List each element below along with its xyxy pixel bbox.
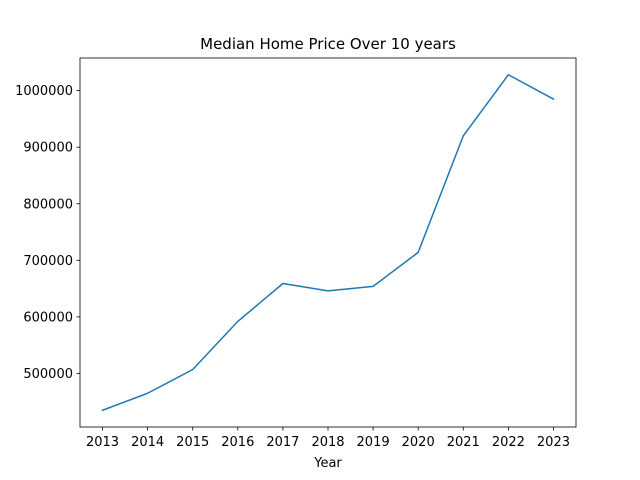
y-axis: 500000 600000 700000 800000 900000 1000000 (15, 84, 80, 382)
x-tick-label: 2020 (402, 435, 435, 450)
y-tick-label: 700000 (23, 254, 73, 269)
x-tick-label: 2023 (537, 435, 570, 450)
y-tick-label: 1000000 (15, 84, 73, 99)
y-tick-label: 500000 (23, 367, 73, 382)
x-tick-label: 2019 (357, 435, 390, 450)
x-tick-label: 2014 (131, 435, 164, 450)
plot-area-frame (79, 57, 577, 428)
x-tick-label: 2021 (447, 435, 480, 450)
x-tick-label: 2013 (86, 435, 119, 450)
x-axis: 2013 2014 2015 2016 2017 2018 2019 2020 2021 2022… (86, 427, 570, 450)
series-line-median-price (101, 74, 555, 412)
y-tick-label: 800000 (23, 197, 73, 212)
y-tick-label: 600000 (23, 310, 73, 325)
x-tick-label: 2016 (221, 435, 254, 450)
x-tick-label: 2017 (266, 435, 299, 450)
x-tick-label: 2018 (311, 435, 344, 450)
x-axis-label: Year (313, 456, 342, 471)
x-tick-label: 2015 (176, 435, 209, 450)
chart-title: Median Home Price Over 10 years (200, 35, 456, 53)
x-tick-label: 2022 (492, 435, 525, 450)
y-tick-label: 900000 (23, 141, 73, 156)
